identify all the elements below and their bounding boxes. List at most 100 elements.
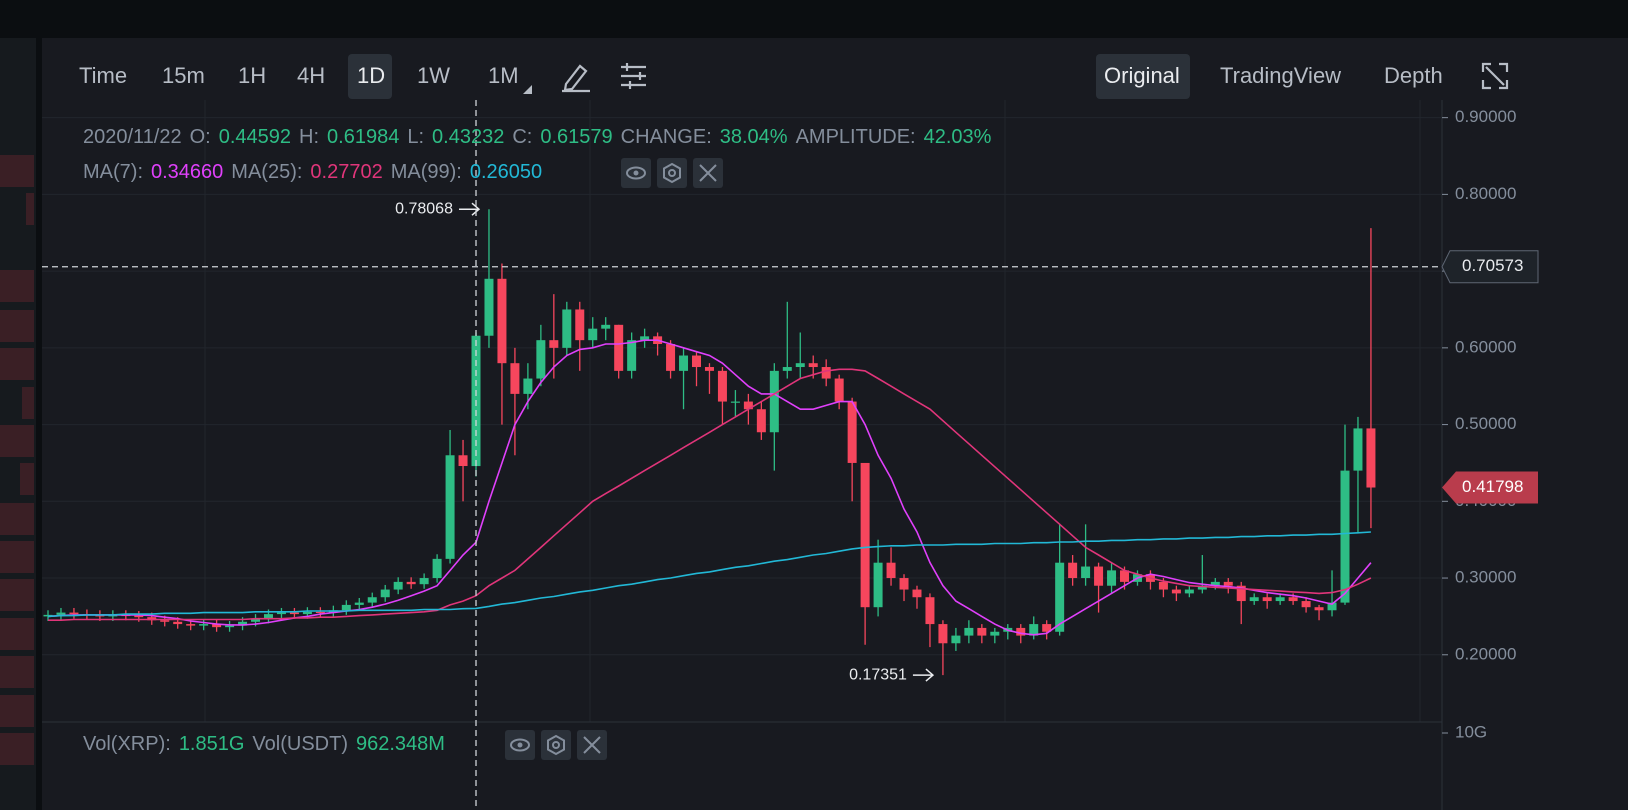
candle-body — [1184, 589, 1194, 594]
settings-button[interactable] — [541, 730, 571, 760]
candle-body — [1197, 585, 1207, 590]
legend-value: 0.44592 — [218, 126, 292, 148]
view-button[interactable]: Original — [1104, 63, 1180, 88]
legend-value: 0.43232 — [432, 126, 505, 148]
min-arrow — [925, 668, 935, 682]
candle-body — [717, 370, 727, 402]
order-book-bars — [0, 155, 34, 765]
legend-label: L: — [407, 126, 425, 148]
order-book-strip — [0, 38, 36, 810]
candle-body — [847, 401, 857, 463]
candle-body — [276, 612, 286, 615]
fullscreen-icon[interactable] — [1481, 62, 1509, 90]
candle-body — [445, 455, 455, 559]
candle-body — [860, 462, 870, 608]
legend-value: 0.61984 — [327, 126, 400, 148]
candle-body — [134, 615, 144, 618]
candle-body — [549, 340, 559, 348]
candle-body — [458, 455, 468, 467]
candle-body — [821, 367, 831, 379]
interval-button[interactable]: 1W — [417, 63, 450, 88]
view-button[interactable]: Depth — [1384, 63, 1443, 88]
candle-body — [977, 627, 987, 636]
candle-body — [795, 363, 805, 368]
candle-body — [212, 624, 222, 628]
candle-body — [1068, 562, 1078, 579]
y-tick-label: 0.60000 — [1455, 337, 1516, 356]
candle-body — [743, 401, 753, 410]
active-view-box — [1096, 54, 1190, 99]
y-tick-label: 0.90000 — [1455, 107, 1516, 126]
chart-panel — [42, 38, 1628, 810]
candle-body — [1314, 607, 1324, 611]
candle-body — [925, 597, 935, 625]
interval-button[interactable]: 15m — [162, 63, 205, 88]
candle-body — [263, 614, 273, 619]
vol-icons — [505, 730, 607, 760]
interval-button[interactable]: 1D — [357, 63, 385, 88]
candle-body — [834, 378, 844, 402]
ma-line — [47, 339, 1372, 636]
candle-body — [990, 631, 1000, 636]
ma-icons — [621, 158, 723, 188]
candle-body — [912, 589, 922, 598]
legend-value: 0.61579 — [540, 126, 613, 148]
interval-button[interactable]: 4H — [297, 63, 325, 88]
interval-button[interactable]: Time — [79, 63, 127, 88]
volume-legend: Vol(XRP): 1.851G Vol(USDT) 962.348M — [83, 733, 453, 756]
candle-body — [1236, 585, 1246, 602]
candle-body — [588, 328, 598, 341]
candle-body — [523, 378, 533, 394]
interval-button[interactable]: 1M — [488, 63, 519, 88]
candle-body — [782, 367, 792, 371]
candle-body — [510, 363, 520, 394]
candle-body — [1094, 566, 1104, 586]
candle-body — [56, 612, 66, 615]
candle-body — [497, 278, 507, 364]
candle-body — [160, 620, 170, 622]
candle-body — [302, 611, 312, 615]
settings-icon[interactable] — [621, 63, 646, 89]
interval-button[interactable]: 1H — [238, 63, 266, 88]
candle-body — [938, 624, 948, 644]
candle-body — [315, 611, 325, 614]
candle-body — [484, 278, 494, 336]
ma-line — [48, 368, 1372, 621]
candle-body — [289, 612, 299, 615]
candle-body — [1120, 570, 1130, 582]
candle-body — [367, 597, 377, 603]
candle-body — [1055, 562, 1065, 632]
candle-body — [627, 340, 637, 371]
active-interval-box — [348, 54, 392, 99]
candle-body — [1340, 470, 1350, 603]
volume-axis-label: 10G — [1455, 722, 1487, 741]
candle-body — [964, 627, 974, 636]
candle-body — [380, 589, 390, 598]
candle-body — [575, 309, 585, 341]
vertical-grid — [204, 100, 1421, 722]
candle-body — [1171, 589, 1181, 594]
candle-body — [354, 602, 364, 605]
candle-body — [536, 340, 546, 379]
ma-value: 0.27702 — [310, 161, 383, 183]
view-button[interactable]: TradingView — [1220, 63, 1341, 88]
draw-tool-icon[interactable] — [562, 64, 590, 93]
candle-body — [1158, 581, 1168, 590]
y-tick-label: 0.50000 — [1455, 414, 1516, 433]
settings-button[interactable] — [657, 158, 687, 188]
candle-body — [69, 612, 79, 615]
candle-body — [886, 562, 896, 579]
candle-body — [393, 581, 403, 590]
legend-value: 38.04% — [719, 126, 788, 148]
ma-label: MA(99): — [390, 161, 462, 183]
volume-value: 962.348M — [356, 733, 445, 755]
candle-body — [704, 367, 714, 371]
crosshair-price-box — [1441, 250, 1539, 284]
candle-body — [238, 621, 248, 626]
candle-body — [769, 370, 779, 433]
ma-line — [47, 531, 1371, 618]
candle-body — [1288, 597, 1298, 602]
